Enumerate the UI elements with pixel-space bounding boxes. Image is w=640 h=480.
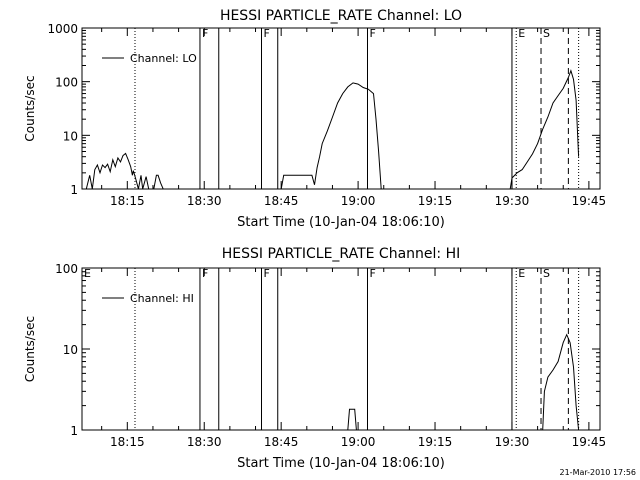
x-tick-label: 19:00 [341, 194, 376, 208]
x-tick-label: 19:45 [572, 435, 607, 449]
event-marker-label: F [264, 267, 270, 280]
event-marker-label: F [264, 27, 270, 40]
y-tick-label: 1000 [47, 22, 78, 36]
y-tick-label: 1 [70, 424, 78, 438]
event-marker-label: F [202, 27, 208, 40]
legend-label: Channel: HI [130, 292, 194, 305]
chart-title: HESSI PARTICLE_RATE Channel: HI [222, 246, 460, 262]
y-tick-label: 100 [55, 262, 78, 276]
x-tick-label: 19:45 [572, 194, 607, 208]
y-tick-label: 100 [55, 76, 78, 90]
x-axis-label: Start Time (10-Jan-04 18:06:10) [237, 456, 445, 471]
x-axis-label: Start Time (10-Jan-04 18:06:10) [237, 215, 445, 230]
event-marker-label: S [543, 267, 550, 280]
x-tick-label: 18:30 [187, 435, 222, 449]
x-tick-label: 18:45 [264, 194, 299, 208]
x-tick-label: 19:15 [418, 194, 453, 208]
x-tick-label: 18:15 [110, 435, 145, 449]
x-tick-label: 19:30 [495, 435, 530, 449]
event-marker-label: E [518, 267, 525, 280]
x-tick-label: 19:15 [418, 435, 453, 449]
y-tick-label: 10 [63, 129, 78, 143]
x-tick-label: 19:00 [341, 435, 376, 449]
y-tick-label: 10 [63, 343, 78, 357]
event-marker-label: S [543, 27, 550, 40]
event-marker-label: E [518, 27, 525, 40]
event-marker-label: F [369, 27, 375, 40]
x-tick-label: 19:30 [495, 194, 530, 208]
chart-title: HESSI PARTICLE_RATE Channel: LO [220, 8, 462, 24]
panel-channel-hi: HESSI PARTICLE_RATE Channel: HI 18:15 18:3… [23, 246, 606, 471]
series-line [347, 333, 580, 430]
x-tick-label: 18:15 [110, 194, 145, 208]
y-axis-label: Counts/sec [23, 316, 37, 382]
y-axis-label: Counts/sec [23, 75, 37, 141]
event-marker-label: F [202, 267, 208, 280]
plot-frame [81, 27, 601, 190]
event-marker-label: F [369, 267, 375, 280]
x-tick-label: 18:45 [264, 435, 299, 449]
legend-label: Channel: LO [130, 52, 197, 65]
footer-timestamp: 21-Mar-2010 17:56 [560, 468, 637, 477]
series-line [85, 69, 580, 189]
x-tick-label: 18:30 [187, 194, 222, 208]
event-marker-label: E [84, 267, 91, 280]
y-tick-label: 1 [70, 183, 78, 197]
panel-channel-lo: HESSI PARTICLE_RATE Channel: LO 18:15 18:3… [23, 8, 606, 230]
